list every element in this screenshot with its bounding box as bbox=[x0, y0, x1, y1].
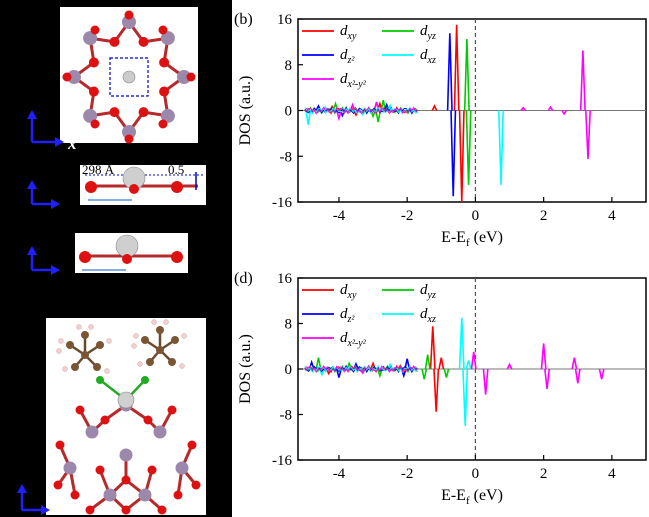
y-axis-title: DOS (a.u.) bbox=[237, 76, 254, 146]
y-tick-label: -16 bbox=[272, 195, 292, 211]
y-tick-label: 8 bbox=[285, 58, 293, 74]
y-tick-label: 16 bbox=[277, 12, 293, 28]
x-axis-title: E-Ef (eV) bbox=[441, 487, 503, 507]
panel-label: (b) bbox=[234, 11, 253, 28]
dos-peak-dz2 bbox=[450, 110, 457, 197]
dos-panel-d: -4 -2 0 2 4 -16 -8 0 8 16 (d) DOS (a.u.) E-Ef (eV) dx… bbox=[234, 270, 647, 507]
dos-peak-dyz bbox=[443, 368, 450, 378]
y-tick-label: -8 bbox=[280, 408, 293, 424]
legend-entry: dx²-y² bbox=[340, 71, 367, 90]
legend-entry: dxz bbox=[420, 47, 436, 66]
legend-entry: dyz bbox=[420, 282, 436, 301]
dos-peak-dx2y2 bbox=[482, 368, 489, 395]
y-tick-label: 0 bbox=[285, 362, 293, 378]
dos-peak-dxy bbox=[438, 357, 445, 370]
legend-entry: dxz bbox=[420, 306, 436, 325]
legend-entry: dx²-y² bbox=[340, 330, 367, 349]
dos-peak-dxz bbox=[462, 368, 469, 426]
dos-peak-dxy bbox=[433, 368, 440, 412]
dos-peak-dyz bbox=[465, 110, 472, 185]
dos-peak-dxz bbox=[305, 110, 312, 125]
dos-peak-dx2y2 bbox=[335, 110, 342, 122]
dos-peak-dx2y2 bbox=[547, 105, 554, 111]
y-tick-label: 0 bbox=[285, 104, 293, 120]
axis-arrows-top: x bbox=[27, 110, 77, 153]
dos-peak-dxy bbox=[458, 110, 465, 203]
panel-b-background bbox=[232, 0, 649, 262]
dos-panel-b: -4 -2 0 2 4 -16 -8 0 8 16 (b) DOS (a.u.) E-Ef (eV) dx… bbox=[234, 11, 647, 249]
legend-entry: dxy bbox=[340, 23, 357, 42]
dos-peak-dxz bbox=[458, 317, 465, 370]
x-tick-label: 0 bbox=[472, 208, 480, 224]
axis-arrows-bottom bbox=[17, 484, 50, 515]
legend-entry: dz² bbox=[340, 306, 355, 325]
dos-peak-dxy bbox=[431, 104, 438, 111]
legend-entry: dxy bbox=[340, 282, 357, 301]
dos-peak-dx2y2 bbox=[561, 110, 567, 116]
dos-peak-dyz bbox=[315, 357, 322, 370]
legend: dxy dyz dz² dxz dx²-y² bbox=[302, 23, 436, 90]
axis-x-label: x bbox=[67, 134, 77, 153]
dos-series-dx2y2 bbox=[304, 364, 418, 374]
dos-peak-dz2 bbox=[446, 33, 453, 111]
x-tick-label: -4 bbox=[333, 208, 346, 224]
dimension-left-label: 298 Å bbox=[82, 162, 115, 177]
dos-peak-dxy bbox=[453, 24, 460, 111]
dos-series-dxz bbox=[304, 106, 418, 115]
dos-peak-dxz bbox=[465, 360, 472, 370]
axis-arrows-side-2 bbox=[27, 246, 60, 275]
x-tick-label: -2 bbox=[401, 466, 414, 482]
axis-arrows-side-1 bbox=[27, 180, 60, 209]
dos-peak-dz2 bbox=[404, 358, 411, 370]
x-axis-title: E-Ef (eV) bbox=[441, 229, 503, 249]
dos-peak-dyz bbox=[421, 368, 428, 380]
dos-series-dz2 bbox=[304, 364, 418, 374]
dos-series-dz2 bbox=[304, 106, 418, 115]
dos-peak-dx2y2 bbox=[598, 368, 605, 380]
dos-peak-dyz bbox=[376, 368, 383, 379]
y-tick-label: 8 bbox=[285, 317, 293, 333]
y-axis-title: DOS (a.u.) bbox=[237, 334, 254, 404]
structure-top-view bbox=[60, 7, 198, 144]
dos-series-dx2y2 bbox=[304, 106, 418, 115]
dos-peak-dyz bbox=[463, 38, 470, 111]
y-tick-label: -8 bbox=[280, 149, 293, 165]
panel-d-background bbox=[232, 262, 649, 517]
panel-label: (d) bbox=[234, 270, 253, 287]
dos-peak-dxy bbox=[429, 326, 436, 370]
x-tick-label: 4 bbox=[608, 466, 616, 482]
dos-peak-dyz bbox=[375, 110, 382, 123]
dos-peak-dx2y2 bbox=[540, 343, 547, 370]
dos-peak-dx2y2 bbox=[506, 362, 513, 370]
dos-peak-dx2y2 bbox=[585, 110, 591, 160]
x-tick-label: -2 bbox=[401, 208, 414, 224]
dos-series-dxz bbox=[304, 364, 418, 374]
x-tick-label: -4 bbox=[333, 466, 346, 482]
x-tick-label: 4 bbox=[608, 208, 616, 224]
x-tick-label: 2 bbox=[540, 208, 548, 224]
dos-peak-dx2y2 bbox=[544, 368, 551, 389]
y-tick-label: -16 bbox=[272, 453, 292, 469]
structure-side-view-1: 298 Å 0.5 bbox=[80, 162, 206, 205]
legend: dxy dyz dz² dxz dx²-y² bbox=[302, 282, 436, 349]
x-tick-label: 0 bbox=[472, 466, 480, 482]
dos-peak-dx2y2 bbox=[574, 368, 581, 384]
dos-peak-dx2y2 bbox=[579, 50, 586, 111]
dos-peak-dx2y2 bbox=[520, 106, 527, 111]
x-tick-label: 2 bbox=[540, 466, 548, 482]
y-tick-label: 16 bbox=[277, 271, 293, 287]
structure-ligand-view bbox=[46, 318, 206, 515]
legend-entry: dyz bbox=[420, 23, 436, 42]
legend-entry: dz² bbox=[340, 47, 355, 66]
dos-peak-dx2y2 bbox=[571, 357, 578, 370]
dimension-right-label: 0.5 bbox=[168, 162, 184, 177]
dos-peak-dyz bbox=[424, 354, 431, 370]
structure-side-view-2 bbox=[75, 233, 188, 273]
dos-peak-dxz bbox=[498, 110, 504, 185]
dos-peak-dx2y2 bbox=[470, 351, 477, 370]
dos-peak-dz2 bbox=[335, 368, 342, 378]
